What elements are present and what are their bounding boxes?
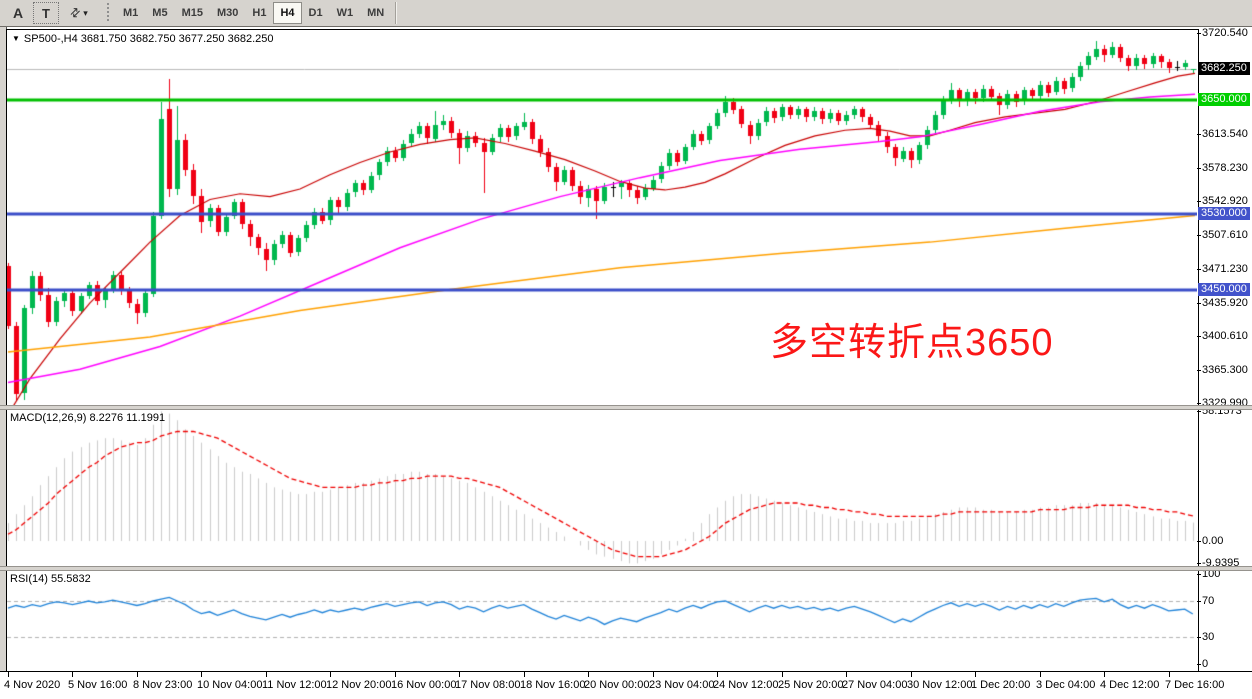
price-axis-label: 3400.610: [1197, 330, 1248, 343]
time-axis-label: 7 Dec 16:00: [1165, 679, 1225, 691]
macd-indicator-label: MACD(12,26,9) 8.2276 11.1991: [10, 412, 166, 424]
time-axis-tick: [459, 672, 460, 677]
chart-text-annotation: 多空转折点3650: [770, 322, 1054, 364]
price-pane[interactable]: [7, 30, 1197, 405]
chart-symbol-title: ▼ SP500-,H4 3681.750 3682.750 3677.250 36…: [12, 33, 274, 45]
collapse-triangle-icon: ▼: [12, 34, 20, 43]
price-axis-label: 3471.230: [1197, 263, 1248, 276]
chevron-down-icon: ▾: [83, 7, 88, 18]
time-axis-label: 27 Nov 04:00: [842, 679, 908, 691]
period-button-m5[interactable]: M5: [152, 7, 168, 19]
time-axis-label: 3 Dec 04:00: [1036, 679, 1096, 691]
price-badge-3530.000: 3530.000: [1198, 206, 1250, 220]
time-axis-label: 4 Dec 12:00: [1100, 679, 1160, 691]
time-axis-tick: [717, 672, 718, 677]
time-axis-tick: [330, 672, 331, 677]
macd-axis-label: 0.00: [1196, 535, 1224, 547]
time-axis-tick: [201, 672, 202, 677]
time-axis-label: 23 Nov 04:00: [649, 679, 715, 691]
time-axis-label: 17 Nov 08:00: [455, 679, 521, 691]
toolbar-grip: [106, 3, 111, 23]
time-axis-tick: [266, 672, 267, 677]
pane-separator-rsi[interactable]: [0, 566, 1252, 571]
period-button-d1[interactable]: D1: [308, 7, 323, 19]
time-axis-label: 16 Nov 00:00: [391, 679, 457, 691]
time-axis-label: 12 Nov 20:00: [326, 679, 392, 691]
time-axis-label: 25 Nov 20:00: [778, 679, 844, 691]
macd-pane[interactable]: [7, 410, 1197, 566]
time-axis-tick: [395, 672, 396, 677]
time-axis-tick: [1169, 672, 1170, 677]
price-badge-3450.000: 3450.000: [1198, 282, 1250, 296]
period-button-m15[interactable]: M15: [181, 7, 203, 19]
time-axis-label: 18 Nov 16:00: [520, 679, 586, 691]
period-button-h4[interactable]: H4: [273, 2, 302, 24]
arrows-icon: ⇅: [66, 4, 84, 22]
time-axis-label: 1 Dec 20:00: [971, 679, 1031, 691]
window-left-frame: [0, 27, 7, 698]
period-button-mn[interactable]: MN: [367, 7, 385, 19]
time-axis-label: 24 Nov 12:00: [713, 679, 779, 691]
time-axis-tick: [588, 672, 589, 677]
time-axis-tick: [975, 672, 976, 677]
price-axis-label: 3578.230: [1197, 161, 1248, 174]
time-axis-tick: [782, 672, 783, 677]
price-axis-label: 3720.540: [1197, 27, 1248, 39]
price-axis-label: 3542.920: [1197, 195, 1248, 208]
time-axis[interactable]: 4 Nov 2020 5 Nov 16:00 8 Nov 23:00 10 Nov 0…: [0, 671, 1252, 699]
rsi-pane[interactable]: [7, 571, 1197, 669]
time-axis-label: 11 Nov 12:00: [262, 679, 327, 691]
pane-separator-macd[interactable]: [0, 405, 1252, 410]
period-button-m1[interactable]: M1: [123, 7, 139, 19]
time-axis-tick: [911, 672, 912, 677]
time-axis-tick: [653, 672, 654, 677]
time-axis-tick: [524, 672, 525, 677]
period-button-group: M1 M5 M15 M30 H1 H4 D1 W1 MN: [116, 2, 391, 24]
font-tool-button[interactable]: A: [12, 5, 24, 21]
toolbar-separator: [395, 2, 398, 24]
time-axis-tick: [8, 672, 9, 677]
price-axis-label: 3365.300: [1197, 363, 1248, 376]
time-axis-label: 10 Nov 04:00: [197, 679, 263, 691]
time-axis-label: 20 Nov 00:00: [584, 679, 650, 691]
time-axis-tick: [1040, 672, 1041, 677]
time-axis-label: 4 Nov 2020: [4, 679, 61, 691]
text-label-tool-button[interactable]: T: [33, 2, 59, 24]
price-badge-3650.000: 3650.000: [1198, 92, 1250, 106]
rsi-indicator-label: RSI(14) 55.5832: [10, 573, 91, 585]
period-button-m30[interactable]: M30: [216, 7, 239, 19]
period-button-h1[interactable]: H1: [252, 7, 267, 19]
time-axis-tick: [72, 672, 73, 677]
rsi-axis-label: 70: [1196, 595, 1215, 607]
rsi-axis-label: 30: [1196, 631, 1215, 643]
period-button-w1[interactable]: W1: [336, 7, 354, 19]
price-axis-label: 3507.610: [1197, 228, 1248, 241]
chart-window: ▼ SP500-,H4 3681.750 3682.750 3677.250 36…: [0, 26, 1252, 699]
time-axis-label: 30 Nov 12:00: [907, 679, 973, 691]
toolbar: A T ⇅ ▾ M1 M5 M15 M30 H1 H4 D1 W1 MN: [0, 0, 1252, 27]
time-axis-tick: [1104, 672, 1105, 677]
time-axis-tick: [846, 672, 847, 677]
price-badge-3682.250: 3682.250: [1198, 62, 1250, 76]
time-axis-tick: [137, 672, 138, 677]
arrows-dropdown-button[interactable]: ⇅ ▾: [61, 2, 97, 24]
rsi-axis-label: 0: [1196, 658, 1209, 670]
time-axis-label: 8 Nov 23:00: [133, 679, 193, 691]
price-axis-label: 3613.540: [1197, 128, 1248, 141]
time-axis-label: 5 Nov 16:00: [68, 679, 128, 691]
price-axis-label: 3435.920: [1197, 296, 1248, 309]
